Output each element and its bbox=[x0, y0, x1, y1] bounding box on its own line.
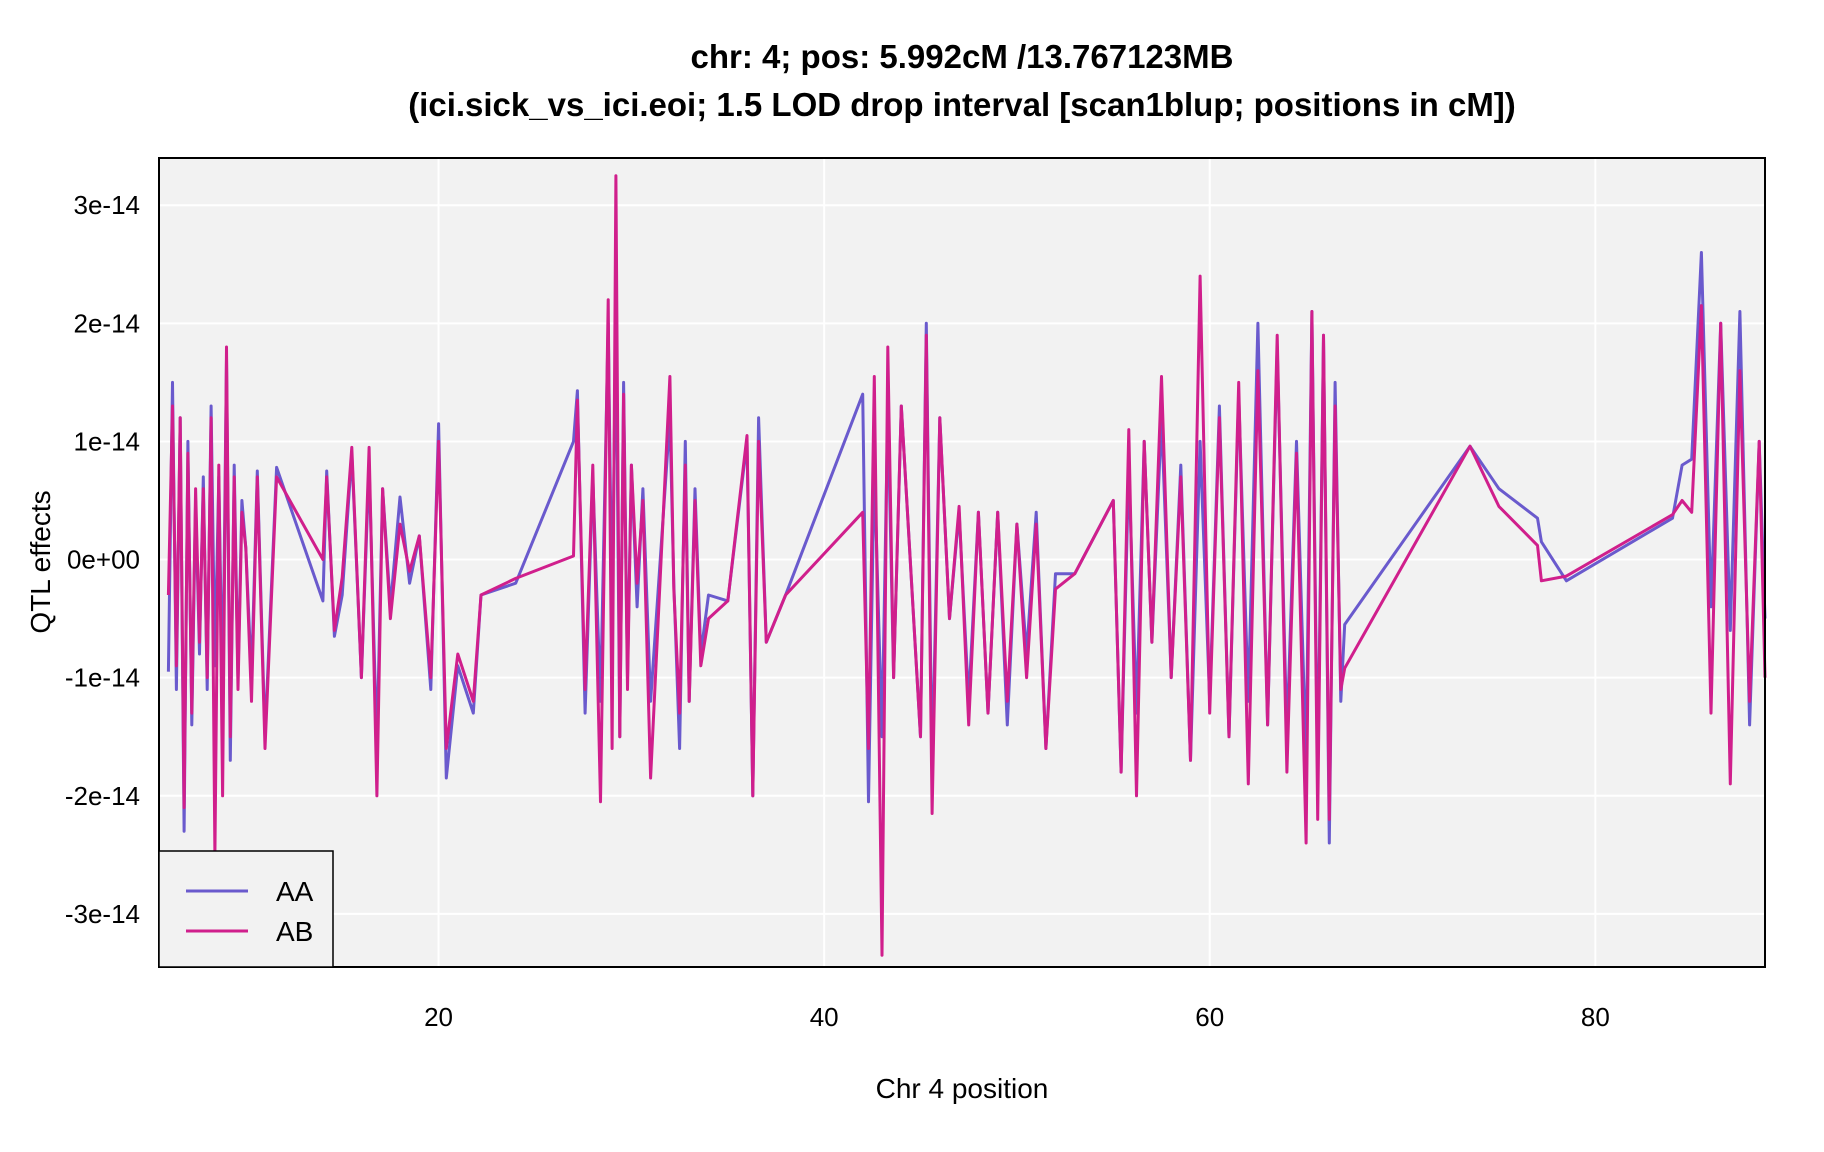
series-line-AB bbox=[166, 174, 1767, 957]
legend-box bbox=[158, 850, 334, 968]
x-tick-label: 80 bbox=[1581, 1002, 1610, 1032]
chart-title: chr: 4; pos: 5.992cM /13.767123MB bbox=[691, 38, 1234, 75]
y-tick-label: -3e-14 bbox=[65, 899, 140, 929]
y-tick-label: -1e-14 bbox=[65, 663, 140, 693]
y-axis-label: QTL effects bbox=[25, 490, 56, 633]
legend-label-AA: AA bbox=[276, 876, 314, 907]
x-tick-label: 20 bbox=[424, 1002, 453, 1032]
plot-frame bbox=[158, 157, 1766, 968]
y-tick-label: 2e-14 bbox=[74, 308, 141, 338]
x-tick-label: 40 bbox=[810, 1002, 839, 1032]
x-tick-label: 60 bbox=[1195, 1002, 1224, 1032]
y-tick-label: -2e-14 bbox=[65, 781, 140, 811]
legend: AA AB bbox=[158, 850, 334, 968]
y-axis-ticks: -3e-14 -2e-14 -1e-14 0e+00 1e-14 2e-14 3e-14 bbox=[65, 190, 140, 929]
legend-label-AB: AB bbox=[276, 916, 313, 947]
x-axis-label: Chr 4 position bbox=[876, 1073, 1049, 1104]
series-group bbox=[166, 174, 1767, 957]
x-axis-ticks: 20 40 60 80 bbox=[424, 1002, 1610, 1032]
y-tick-label: 1e-14 bbox=[74, 426, 141, 456]
y-tick-label: 0e+00 bbox=[67, 545, 140, 575]
y-tick-label: 3e-14 bbox=[74, 190, 141, 220]
chart-subtitle: (ici.sick_vs_ici.eoi; 1.5 LOD drop inter… bbox=[408, 86, 1516, 123]
